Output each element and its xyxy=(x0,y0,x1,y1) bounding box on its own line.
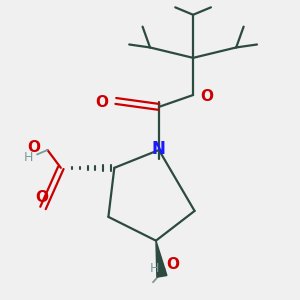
Text: O: O xyxy=(27,140,40,154)
Polygon shape xyxy=(156,241,167,277)
Text: O: O xyxy=(35,190,48,205)
Text: N: N xyxy=(152,140,166,158)
Text: H: H xyxy=(150,262,159,275)
Text: O: O xyxy=(166,257,179,272)
Text: O: O xyxy=(95,95,108,110)
Text: H: H xyxy=(23,151,33,164)
Text: O: O xyxy=(200,89,214,104)
